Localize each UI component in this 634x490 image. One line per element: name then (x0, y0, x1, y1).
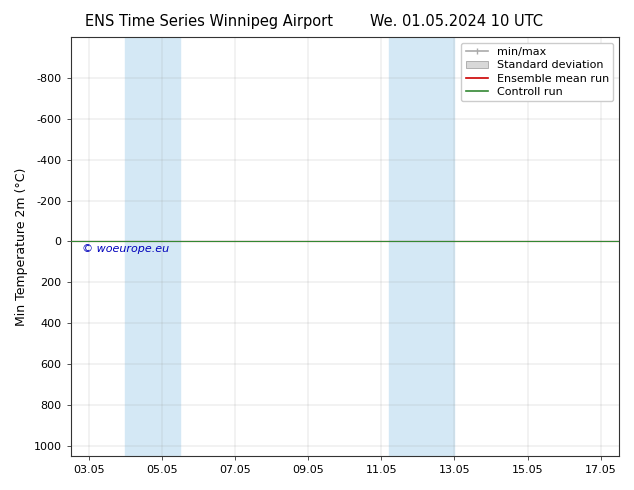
Y-axis label: Min Temperature 2m (°C): Min Temperature 2m (°C) (15, 167, 28, 326)
Text: ENS Time Series Winnipeg Airport: ENS Time Series Winnipeg Airport (85, 14, 333, 29)
Bar (126, 37, 180, 456)
Legend: min/max, Standard deviation, Ensemble mean run, Controll run: min/max, Standard deviation, Ensemble me… (461, 43, 614, 101)
Text: We. 01.05.2024 10 UTC: We. 01.05.2024 10 UTC (370, 14, 543, 29)
Bar (389, 37, 455, 456)
Text: © woeurope.eu: © woeurope.eu (82, 244, 169, 254)
